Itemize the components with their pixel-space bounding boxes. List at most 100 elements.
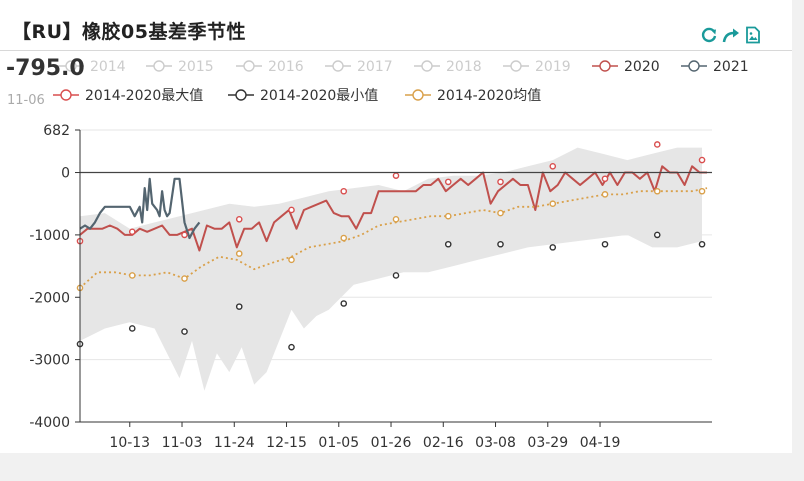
x-tick-label: 02-16	[423, 435, 464, 451]
legend-item-2019[interactable]: 2019	[503, 59, 571, 75]
hover-value-readout: -795.0	[6, 56, 85, 81]
legend-marker	[599, 60, 611, 72]
legend-label: 2015	[178, 59, 214, 75]
legend-marker	[510, 60, 522, 72]
legend-label: 2014	[90, 59, 126, 75]
data-point	[128, 325, 136, 332]
export-image-icon[interactable]	[744, 26, 762, 44]
axes: 682 0 -1000 -2000 -3000 -4000 10-13 11-03 11-24 1…	[29, 123, 712, 451]
legend-label: 2014-2020最大值	[85, 88, 203, 104]
data-point	[288, 206, 295, 214]
data-point	[698, 187, 706, 195]
legend-marker	[332, 60, 344, 72]
data-point	[235, 250, 243, 257]
data-point	[340, 300, 348, 307]
data-point	[235, 216, 243, 223]
legend-label: 2017	[357, 59, 393, 75]
refresh-icon[interactable]	[700, 26, 718, 44]
data-point	[549, 162, 557, 170]
x-tick-label: 01-05	[318, 435, 359, 451]
legend-item-2020[interactable]: 2020	[592, 59, 660, 75]
min-max-band	[80, 147, 702, 391]
legend-item-2014-2020最大值[interactable]: 2014-2020最大值	[53, 88, 203, 104]
data-point	[340, 234, 348, 242]
chart-title: 【RU】橡胶05基差季节性	[12, 21, 246, 43]
legend-item-2018[interactable]: 2018	[414, 59, 482, 75]
data-point	[181, 275, 188, 282]
legend-label: 2020	[624, 59, 660, 75]
data-point	[288, 256, 295, 264]
x-tick-label: 01-26	[371, 435, 412, 451]
data-point	[497, 209, 504, 217]
data-point	[698, 156, 706, 164]
range-band	[80, 147, 702, 391]
x-tick-label: 10-13	[109, 435, 150, 451]
legend-marker	[153, 60, 165, 72]
x-tick-label: 11-03	[162, 435, 203, 451]
x-tick-label: 03-08	[475, 435, 516, 451]
legend-item-2021[interactable]: 2021	[681, 59, 749, 75]
data-point	[392, 216, 400, 223]
data-point	[128, 228, 136, 236]
data-point	[181, 231, 188, 239]
legend-marker	[421, 60, 433, 72]
toolbar	[700, 26, 762, 44]
x-tick-label: 03-29	[527, 435, 568, 451]
legend-item-2017[interactable]: 2017	[325, 59, 393, 75]
legend-label: 2018	[446, 59, 482, 75]
data-point	[444, 240, 452, 248]
data-point	[653, 141, 661, 148]
legend-label: 2014-2020均值	[437, 88, 541, 104]
data-point	[549, 244, 557, 251]
series-line-2021	[79, 177, 201, 240]
title-divider	[0, 50, 792, 51]
y-tick-label: -3000	[29, 353, 70, 369]
legend-marker	[235, 89, 247, 101]
legend-item-2015[interactable]: 2015	[146, 59, 214, 75]
data-point	[601, 175, 609, 183]
data-point	[444, 178, 452, 186]
legend-label: 2021	[713, 59, 749, 75]
data-point	[392, 172, 400, 179]
data-point	[601, 240, 609, 248]
legend-marker	[243, 60, 255, 72]
data-point	[601, 191, 609, 198]
data-point	[392, 272, 400, 279]
data-point	[653, 187, 661, 195]
data-point	[128, 272, 136, 279]
legend-item-2016[interactable]: 2016	[236, 59, 304, 75]
x-tick-label: 04-19	[580, 435, 621, 451]
series-markers	[76, 141, 706, 351]
y-tick-label: 0	[61, 166, 70, 182]
y-tick-label: 682	[43, 123, 70, 139]
legend: 2014 2015 2016 2017 2018 2019 2020 2021 2014-202…	[53, 59, 749, 104]
legend-marker	[60, 89, 72, 101]
legend-marker	[412, 89, 424, 101]
legend-marker	[688, 60, 700, 72]
data-point	[497, 240, 504, 248]
y-tick-label: -2000	[29, 290, 70, 306]
hover-date-readout: 11-06	[7, 93, 45, 108]
share-icon[interactable]	[722, 26, 740, 44]
legend-marker	[65, 60, 77, 72]
data-point	[444, 212, 452, 220]
data-point	[698, 240, 706, 248]
data-point	[235, 303, 243, 310]
legend-label: 2016	[268, 59, 304, 75]
legend-label: 2019	[535, 59, 571, 75]
y-tick-label: -4000	[29, 415, 70, 431]
y-tick-label: -1000	[29, 228, 70, 244]
data-point	[497, 178, 504, 186]
data-point	[340, 187, 348, 195]
data-point	[288, 343, 295, 351]
data-point	[549, 200, 557, 208]
x-tick-label: 12-15	[266, 435, 307, 451]
data-point	[181, 328, 188, 335]
x-tick-label: 11-24	[214, 435, 255, 451]
legend-item-2014[interactable]: 2014	[58, 59, 126, 75]
legend-label: 2014-2020最小值	[260, 88, 378, 104]
data-point	[653, 231, 661, 239]
legend-item-2014-2020均值[interactable]: 2014-2020均值	[405, 88, 541, 104]
legend-item-2014-2020最小值[interactable]: 2014-2020最小值	[228, 88, 378, 104]
